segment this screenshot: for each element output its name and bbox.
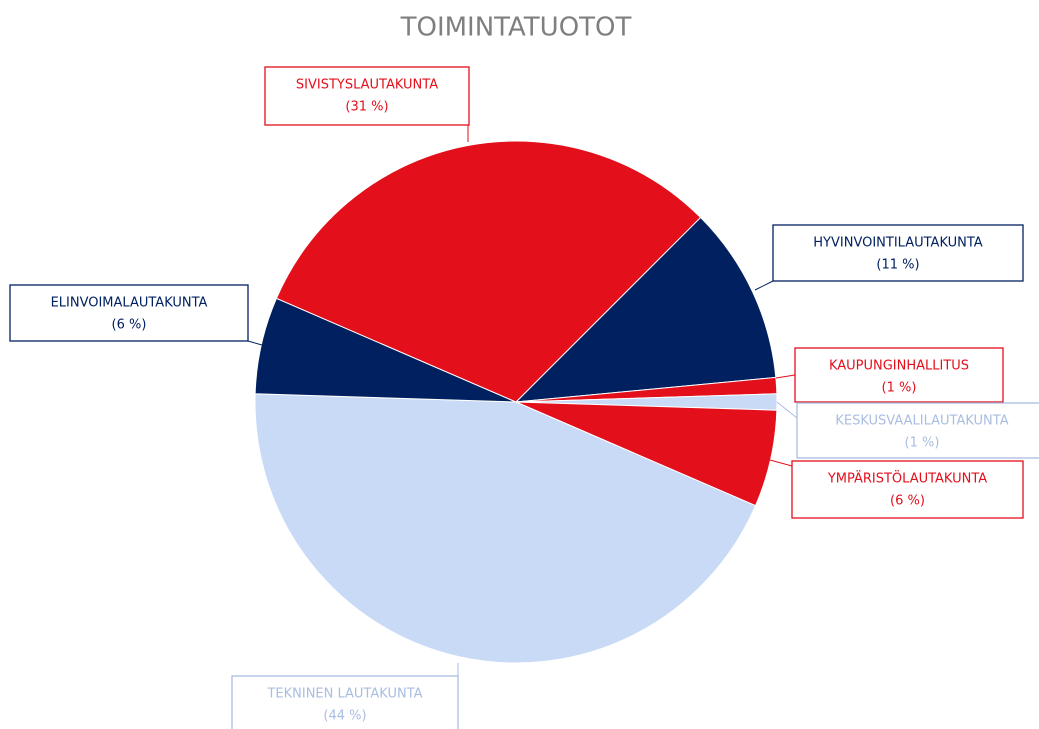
slice-label: TEKNINEN LAUTAKUNTA: [266, 687, 422, 702]
label-box: [9, 284, 249, 342]
leader-line: [247, 340, 263, 346]
slice-label: KAUPUNGINHALLITUS: [829, 359, 969, 374]
pie-slice: [254, 393, 757, 664]
slice-label: YMPÄRISTÖLAUTAKUNTA: [827, 470, 987, 487]
slice-value-label: (31 %): [345, 100, 388, 115]
slice-value-label: (44 %): [323, 709, 366, 724]
label-box: [796, 402, 1039, 459]
slice-label: SIVISTYSLAUTAKUNTA: [296, 78, 438, 93]
slice-value-label: (1 %): [905, 436, 940, 451]
pie-slice: [514, 216, 777, 403]
leader-line: [769, 459, 793, 467]
slice-label: KESKUSVAALILAUTAKUNTA: [835, 414, 1008, 429]
slice-value-label: (11 %): [876, 258, 919, 273]
label-box: [231, 675, 459, 729]
slice-value-label: (1 %): [882, 381, 917, 396]
label-box: [791, 460, 1024, 519]
pie-slice: [275, 140, 702, 403]
slice-value-label: (6 %): [890, 494, 925, 509]
label-box: [794, 347, 1004, 403]
slice-label: HYVINVOINTILAUTAKUNTA: [813, 236, 983, 251]
chart-title: TOIMINTATUOTOT: [400, 13, 632, 43]
slice-label: ELINVOIMALAUTAKUNTA: [51, 296, 208, 311]
label-box: [264, 66, 470, 126]
leader-line: [775, 374, 796, 379]
slice-value-label: (6 %): [112, 318, 147, 333]
leader-line: [776, 401, 798, 419]
label-box: [772, 224, 1024, 282]
leader-line: [754, 280, 774, 291]
